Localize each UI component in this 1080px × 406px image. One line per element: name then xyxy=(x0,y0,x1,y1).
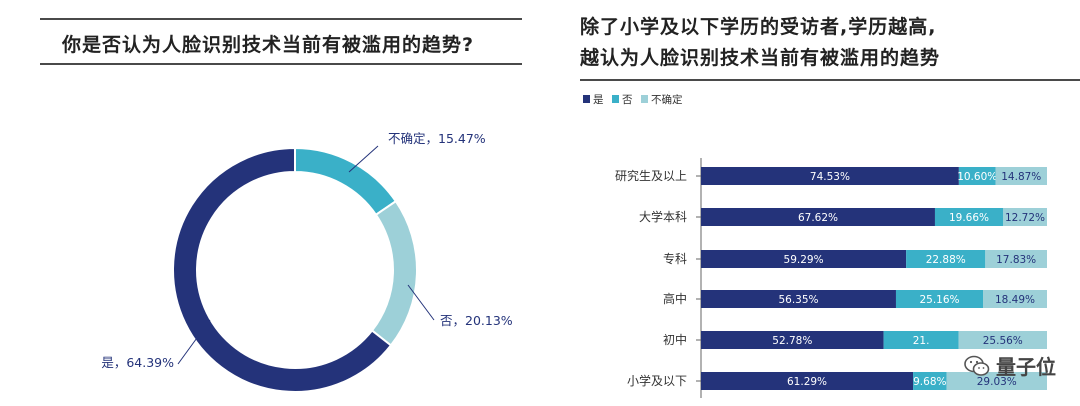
donut-label-1: 不确定，15.47% xyxy=(388,131,486,146)
bar-seg-2-2 xyxy=(985,250,1047,268)
bar-label-0-5: 61.29% xyxy=(787,376,827,388)
bar-title: 除了小学及以下学历的受访者,学历越高, 越认为人脸识别技术当前有被滥用的趋势 xyxy=(580,12,940,74)
donut-slice-1 xyxy=(294,146,398,217)
bar-seg-0-0 xyxy=(701,167,959,185)
donut-slice-2 xyxy=(370,199,418,347)
bar-label-2-0: 14.87% xyxy=(1001,171,1041,183)
top-rule xyxy=(40,18,522,20)
bar-seg-0-1 xyxy=(701,208,935,226)
bar-seg-1-3 xyxy=(895,290,984,308)
bar-seg-1-5 xyxy=(913,372,947,390)
legend-label-0: 是 xyxy=(593,94,604,106)
legend-label-2: 不确定 xyxy=(651,93,683,106)
bar-label-1-1: 19.66% xyxy=(949,212,989,224)
bar-label-1-2: 22.88% xyxy=(926,254,966,266)
category-label-0: 研究生及以上 xyxy=(615,168,687,183)
bar-title-line-2: 越认为人脸识别技术当前有被滥用的趋势 xyxy=(580,47,941,69)
title-rule xyxy=(580,79,1080,81)
bar-seg-1-2 xyxy=(906,250,986,268)
legend-swatch-1 xyxy=(612,95,619,103)
bar-label-1-0: 10.60% xyxy=(957,171,997,183)
wechat-icon xyxy=(964,355,990,376)
donut-chart: 是，64.39% 不确定，15.47% 否，20.13% xyxy=(101,131,513,393)
bar-label-2-4: 25.56% xyxy=(983,335,1023,347)
watermark: 量子位 xyxy=(964,351,1056,380)
bar-label-0-1: 67.62% xyxy=(798,212,838,224)
category-label-3: 高中 xyxy=(663,291,687,306)
donut-leader-0 xyxy=(177,319,211,365)
bar-title-line-1: 除了小学及以下学历的受访者,学历越高, xyxy=(580,16,937,38)
bar-seg-0-4 xyxy=(701,331,884,349)
legend-swatch-0 xyxy=(583,95,590,103)
category-label-5: 小学及以下 xyxy=(627,373,687,388)
bar-seg-2-1 xyxy=(1002,208,1047,226)
legend-swatch-2 xyxy=(641,95,648,103)
bar-label-1-4: 21. xyxy=(913,335,930,347)
donut-title: 你是否认为人脸识别技术当前有被滥用的趋势? xyxy=(62,34,475,56)
bar-label-2-1: 12.72% xyxy=(1005,212,1045,224)
bar-label-1-3: 25.16% xyxy=(919,294,959,306)
category-label-4: 初中 xyxy=(663,332,687,347)
bar-seg-1-0 xyxy=(958,167,996,185)
bar-label-0-2: 59.29% xyxy=(784,254,824,266)
bar-label-2-2: 17.83% xyxy=(996,254,1036,266)
bar-seg-1-1 xyxy=(934,208,1003,226)
bar-label-0-4: 52.78% xyxy=(772,335,812,347)
bar-seg-2-5 xyxy=(946,372,1047,390)
bar-seg-2-4 xyxy=(958,331,1047,349)
donut-slice-0 xyxy=(172,146,393,393)
donut-panel: 你是否认为人脸识别技术当前有被滥用的趋势? 是，64.39% 不确定，15.47%… xyxy=(40,18,522,393)
bar-seg-0-5 xyxy=(701,372,914,390)
bar-seg-2-0 xyxy=(995,167,1047,185)
donut-label-0: 是，64.39% xyxy=(101,355,174,370)
donut-leader-1 xyxy=(348,145,379,173)
bar-label-2-3: 18.49% xyxy=(995,294,1035,306)
legend-label-1: 否 xyxy=(622,94,633,106)
donut-label-2: 否，20.13% xyxy=(440,313,513,328)
category-label-1: 大学本科 xyxy=(639,209,687,224)
title-rule xyxy=(40,63,522,65)
bar-label-1-5: 9.68% xyxy=(913,376,946,388)
bar-seg-2-3 xyxy=(983,290,1047,308)
bar-label-2-5: 29.03% xyxy=(977,376,1017,388)
category-label-2: 专科 xyxy=(663,251,687,266)
watermark-text: 量子位 xyxy=(996,355,1056,379)
bar-seg-1-4 xyxy=(883,331,959,349)
bar-seg-0-2 xyxy=(701,250,907,268)
bar-label-0-0: 74.53% xyxy=(810,171,850,183)
bar-label-0-3: 56.35% xyxy=(778,294,818,306)
donut-leader-2 xyxy=(407,284,435,321)
bar-panel: 除了小学及以下学历的受访者,学历越高, 越认为人脸识别技术当前有被滥用的趋势 是… xyxy=(560,0,1080,406)
bar-seg-0-3 xyxy=(701,290,896,308)
